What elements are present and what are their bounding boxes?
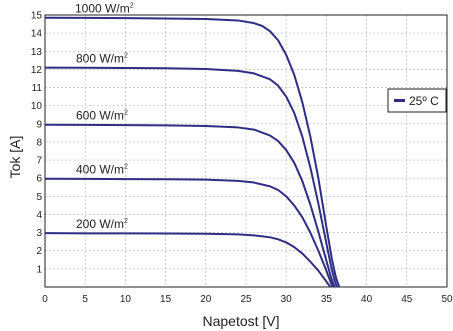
y-tick-label: 5 <box>36 192 42 203</box>
axes <box>44 14 448 288</box>
x-tick-label: 50 <box>441 294 453 305</box>
y-tick-label: 2 <box>36 246 42 257</box>
y-tick-label: 3 <box>36 228 42 239</box>
x-axis-label: Napetost [V] <box>202 313 279 329</box>
x-tick-label: 45 <box>401 294 413 305</box>
grid <box>45 14 447 287</box>
y-tick-label: 13 <box>31 47 43 58</box>
series-label: 1000 W/m2 <box>75 2 134 16</box>
series-label-superscript: 2 <box>124 53 128 60</box>
series-label: 200 W/m2 <box>76 217 128 231</box>
series-label-superscript: 2 <box>124 110 128 117</box>
series-label-superscript: 2 <box>124 164 128 171</box>
y-tick-label: 15 <box>31 11 43 22</box>
y-tick-label: 10 <box>31 101 43 112</box>
series-line <box>44 123 336 288</box>
y-tick-label: 8 <box>36 137 42 148</box>
x-tick-labels: 0 5 10 15 20 25 30 35 40 45 50 <box>42 294 453 305</box>
series-label-text: 600 W/m <box>76 109 124 123</box>
y-tick-label: 6 <box>36 174 42 185</box>
x-tick-label: 20 <box>200 294 212 305</box>
series-line <box>44 177 334 288</box>
y-tick-label: 1 <box>36 264 42 275</box>
series-label-text: 200 W/m <box>76 217 124 231</box>
y-tick-label: 9 <box>36 119 42 130</box>
x-tick-label: 5 <box>82 294 88 305</box>
y-tick-label: 12 <box>31 65 43 76</box>
x-tick-label: 0 <box>42 294 48 305</box>
plot-frame <box>44 14 448 288</box>
x-tick-label: 35 <box>321 294 333 305</box>
x-tick-label: 10 <box>120 294 132 305</box>
series-label: 800 W/m2 <box>76 52 128 66</box>
series-label-text: 1000 W/m <box>75 2 130 16</box>
x-tick-label: 25 <box>240 294 252 305</box>
y-axis-label: Tok [A] <box>7 136 23 179</box>
series-line <box>44 66 338 288</box>
series-line <box>44 16 341 288</box>
series-label-text: 400 W/m <box>76 163 124 177</box>
series-label: 600 W/m2 <box>76 109 128 123</box>
y-tick-label: 4 <box>36 210 42 221</box>
series-lines <box>44 16 341 288</box>
series-label-superscript: 2 <box>130 3 134 10</box>
legend: 25º C <box>387 88 447 113</box>
series-label-text: 800 W/m <box>76 52 124 66</box>
series-label-superscript: 2 <box>124 218 128 225</box>
x-tick-label: 15 <box>160 294 172 305</box>
y-tick-label: 11 <box>32 83 43 94</box>
x-tick-label: 40 <box>361 294 373 305</box>
series-label: 400 W/m2 <box>76 163 128 177</box>
legend-label: 25º C <box>409 94 439 108</box>
x-tick-label: 30 <box>281 294 293 305</box>
y-tick-label: 7 <box>36 156 42 167</box>
series-line <box>44 232 332 288</box>
legend-box <box>387 88 447 113</box>
y-tick-label: 14 <box>31 29 43 40</box>
